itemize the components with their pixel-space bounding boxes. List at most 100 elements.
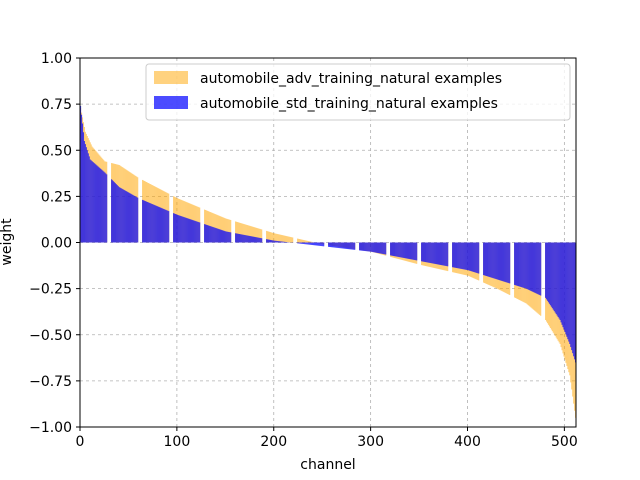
bar xyxy=(413,242,415,260)
bar xyxy=(560,242,562,323)
bar xyxy=(533,242,535,293)
bar xyxy=(375,242,377,253)
bar xyxy=(174,213,177,243)
bar xyxy=(328,242,331,247)
bar xyxy=(272,240,274,243)
bar xyxy=(197,221,199,243)
bar xyxy=(156,206,158,243)
bar xyxy=(196,221,198,243)
bar xyxy=(314,242,316,246)
bar xyxy=(308,241,310,243)
bar xyxy=(215,228,217,243)
bar xyxy=(163,209,165,243)
bar xyxy=(341,242,343,249)
bar xyxy=(218,229,220,243)
bar xyxy=(394,242,396,257)
bar xyxy=(440,242,442,266)
bar xyxy=(436,242,438,265)
bar xyxy=(209,226,211,243)
bar xyxy=(441,242,443,266)
bar xyxy=(429,242,431,263)
bar xyxy=(322,242,324,247)
bar-series-2 xyxy=(80,105,577,363)
bar xyxy=(488,242,490,277)
bar xyxy=(300,242,302,244)
bar xyxy=(284,241,286,243)
bar xyxy=(274,233,276,243)
bar xyxy=(122,189,124,243)
bar xyxy=(532,242,534,292)
bar xyxy=(570,242,572,348)
bar xyxy=(235,233,237,243)
bar xyxy=(492,242,494,279)
bar xyxy=(91,161,93,243)
bar xyxy=(515,242,518,286)
bar xyxy=(468,242,470,271)
bar xyxy=(457,242,459,269)
bar xyxy=(514,242,517,286)
bar xyxy=(565,242,567,335)
legend-entry-adv: automobile_adv_training_natural examples xyxy=(200,71,502,87)
bar xyxy=(567,242,569,340)
bar xyxy=(146,201,148,243)
y-axis-label: weight xyxy=(0,218,15,266)
bar xyxy=(558,242,560,319)
bar xyxy=(276,233,278,243)
bar xyxy=(509,242,511,284)
bar xyxy=(271,232,273,243)
bar xyxy=(300,239,302,243)
bar xyxy=(430,242,432,264)
bar xyxy=(530,242,532,291)
bar xyxy=(257,237,259,243)
bar xyxy=(112,181,115,243)
bar xyxy=(260,238,262,243)
bar xyxy=(248,235,250,243)
bar xyxy=(168,211,170,243)
bar xyxy=(104,172,106,243)
bar xyxy=(208,225,210,243)
bar xyxy=(500,242,502,281)
bar xyxy=(574,242,576,360)
bar xyxy=(568,242,570,342)
bar xyxy=(521,242,523,288)
bar xyxy=(516,242,519,286)
bar xyxy=(90,160,92,243)
bar xyxy=(289,236,291,243)
bar xyxy=(101,169,103,243)
bar xyxy=(475,242,477,273)
bar xyxy=(471,242,473,272)
bar xyxy=(321,242,323,247)
bar xyxy=(487,242,489,277)
y-tick-label: −0.25 xyxy=(29,282,72,298)
bar xyxy=(302,239,304,243)
bar xyxy=(376,242,378,253)
bar xyxy=(250,236,252,243)
y-tick-label: 0.00 xyxy=(41,236,72,252)
bar xyxy=(493,242,495,279)
bar xyxy=(320,242,322,246)
bar xyxy=(111,180,114,243)
bar xyxy=(368,242,370,252)
bar xyxy=(259,228,261,243)
bar xyxy=(227,219,229,243)
bar xyxy=(307,241,309,243)
bar xyxy=(298,242,301,244)
bar xyxy=(547,242,550,303)
bar xyxy=(105,173,107,243)
bar xyxy=(334,242,336,248)
bar xyxy=(230,219,232,243)
bar xyxy=(83,141,85,243)
bar xyxy=(236,233,239,243)
bar xyxy=(219,229,221,243)
bar xyxy=(243,234,245,243)
bar xyxy=(283,241,285,243)
bar xyxy=(365,242,367,252)
bar xyxy=(181,216,183,243)
bar xyxy=(433,242,435,264)
bar xyxy=(539,242,541,296)
bar xyxy=(127,192,129,243)
bar xyxy=(329,242,332,248)
bar xyxy=(309,242,311,245)
bar xyxy=(491,242,493,278)
bar xyxy=(123,189,125,243)
